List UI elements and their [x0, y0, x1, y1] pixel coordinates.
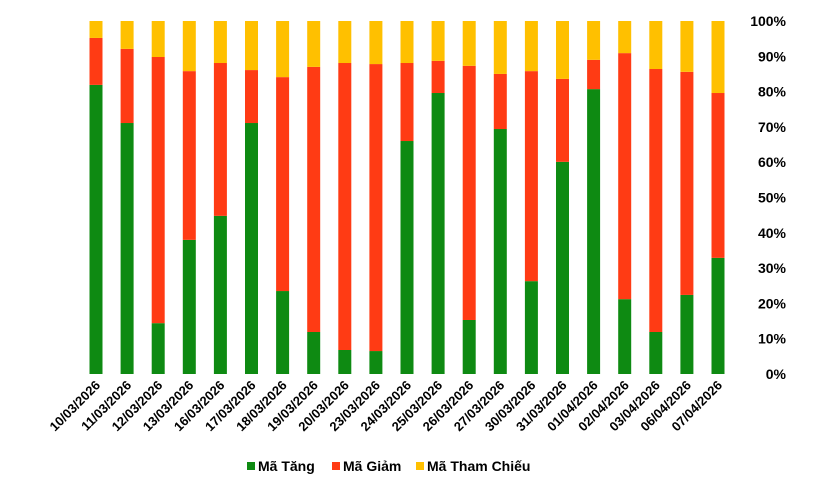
bar-segment-1-17-03-2026: [245, 123, 258, 374]
y-tick-label: 90%: [758, 48, 787, 64]
bar-segment-3-31-03-2026: [556, 21, 569, 79]
bar-segment-2-11-03-2026: [120, 48, 134, 124]
bar-segment-2-02-04-2026: [618, 53, 632, 300]
bar-segment-1-11-03-2026: [120, 123, 134, 374]
legend-swatch: [332, 462, 340, 470]
bar-segment-2-26-03-2026: [462, 65, 476, 320]
y-tick-label: 70%: [758, 119, 787, 135]
bar-segment-3-25-03-2026: [431, 21, 445, 61]
bar-segment-1-31-03-2026: [556, 161, 569, 374]
bar-segment-1-06-04-2026: [680, 294, 694, 374]
bar-segment-3-12-03-2026: [151, 21, 165, 58]
bar-segment-1-19-03-2026: [307, 331, 321, 374]
bar-segment-3-19-03-2026: [307, 21, 321, 67]
bar-segment-2-27-03-2026: [493, 73, 507, 130]
bar-segment-3-11-03-2026: [120, 21, 134, 49]
bar-segment-2-20-03-2026: [338, 63, 352, 350]
bar-segment-1-25-03-2026: [431, 93, 445, 375]
legend-swatch: [247, 462, 255, 470]
bar-segment-1-07-04-2026: [711, 257, 725, 374]
bar-segment-1-18-03-2026: [276, 291, 290, 374]
y-axis-ticks: 0% 10% 20% 30% 40% 50% 60% 70% 80% 90% 100%: [750, 13, 786, 382]
bar-segment-2-03-04-2026: [649, 69, 663, 332]
bar-segment-3-24-03-2026: [400, 21, 414, 64]
x-axis-ticks: 10/03/202611/03/202612/03/202613/03/2026…: [46, 378, 725, 435]
bar-segment-2-25-03-2026: [431, 60, 445, 94]
bar-segment-3-13-03-2026: [182, 21, 196, 72]
bar-segment-2-13-03-2026: [182, 71, 196, 240]
y-tick-label: 10%: [758, 331, 787, 347]
bar-segment-1-12-03-2026: [151, 323, 165, 374]
bar-segment-1-27-03-2026: [493, 129, 507, 374]
legend: Mã Tăng Mã Giảm Mã Tham Chiếu: [247, 458, 530, 474]
bar-segment-1-23-03-2026: [369, 351, 383, 374]
bar-segment-3-26-03-2026: [462, 21, 476, 66]
bar-segment-3-10-03-2026: [89, 21, 103, 38]
bar-segment-2-12-03-2026: [151, 57, 165, 324]
bar-segment-2-19-03-2026: [307, 66, 321, 332]
bar-segment-2-18-03-2026: [276, 77, 290, 292]
y-tick-label: 60%: [758, 154, 787, 170]
bar-segment-3-01-04-2026: [587, 21, 601, 60]
bar-segment-2-16-03-2026: [213, 63, 227, 216]
bar-segment-1-13-03-2026: [182, 239, 196, 374]
bar-segment-1-30-03-2026: [524, 281, 538, 374]
legend-label: Mã Giảm: [343, 458, 401, 474]
bar-segment-3-30-03-2026: [524, 21, 538, 72]
bar-segment-1-10-03-2026: [89, 84, 103, 374]
bar-segment-3-03-04-2026: [649, 21, 663, 70]
bar-segment-2-07-04-2026: [711, 93, 725, 258]
y-tick-label: 80%: [758, 84, 787, 100]
bar-segment-3-06-04-2026: [680, 21, 694, 72]
bar-segment-2-30-03-2026: [524, 71, 538, 282]
bar-segment-2-10-03-2026: [89, 37, 103, 85]
bar-segment-3-23-03-2026: [369, 21, 383, 65]
bar-segment-1-26-03-2026: [462, 319, 476, 374]
bar-segment-3-07-04-2026: [711, 21, 725, 94]
bar-segment-1-20-03-2026: [338, 349, 352, 374]
bar-segment-1-03-04-2026: [649, 331, 663, 374]
bar-segment-2-31-03-2026: [556, 78, 569, 162]
bar-segment-2-24-03-2026: [400, 63, 414, 142]
legend-label: Mã Tăng: [258, 458, 315, 474]
bars-layer: [89, 21, 725, 375]
bar-segment-1-16-03-2026: [213, 215, 227, 374]
bar-segment-3-17-03-2026: [245, 21, 258, 71]
legend-swatch: [416, 462, 424, 470]
bar-segment-3-27-03-2026: [493, 21, 507, 74]
bar-segment-3-20-03-2026: [338, 21, 352, 64]
bar-segment-2-01-04-2026: [587, 59, 601, 90]
bar-segment-1-01-04-2026: [587, 89, 601, 374]
y-tick-label: 20%: [758, 295, 787, 311]
bar-segment-3-16-03-2026: [213, 21, 227, 64]
bar-segment-2-06-04-2026: [680, 71, 694, 295]
bar-segment-2-23-03-2026: [369, 64, 383, 352]
bar-segment-2-17-03-2026: [245, 70, 258, 124]
bar-segment-1-02-04-2026: [618, 299, 632, 374]
y-tick-label: 40%: [758, 225, 787, 241]
y-tick-label: 50%: [758, 190, 787, 206]
y-tick-label: 100%: [750, 13, 786, 29]
legend-label: Mã Tham Chiếu: [427, 458, 530, 474]
bar-segment-3-02-04-2026: [618, 21, 632, 54]
bar-segment-1-24-03-2026: [400, 141, 414, 374]
y-tick-label: 30%: [758, 260, 787, 276]
y-tick-label: 0%: [766, 366, 787, 382]
bar-segment-3-18-03-2026: [276, 21, 290, 78]
